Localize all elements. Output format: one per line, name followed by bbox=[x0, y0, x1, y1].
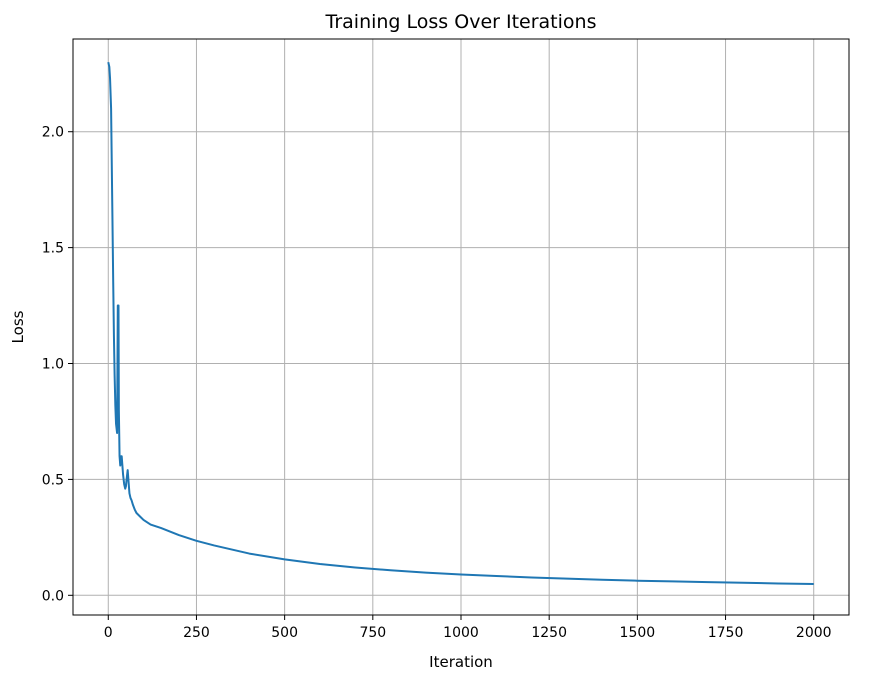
x-tick-label: 250 bbox=[183, 625, 210, 641]
series-layer bbox=[107, 61, 814, 585]
y-tick-label: 0.0 bbox=[42, 588, 64, 604]
x-axis-label: Iteration bbox=[429, 653, 493, 671]
loss-series-line bbox=[107, 61, 814, 585]
x-tick-label: 500 bbox=[271, 625, 298, 641]
y-axis-label: Loss bbox=[9, 310, 27, 343]
x-tick-label: 1250 bbox=[531, 625, 567, 641]
x-tick-label: 1750 bbox=[708, 625, 744, 641]
y-tick-label: 1.5 bbox=[42, 241, 64, 257]
x-tick-label: 2000 bbox=[796, 625, 832, 641]
gridlines bbox=[73, 39, 849, 615]
x-axis-ticks: 0 250 500 750 1000 1250 1500 1750 2000 bbox=[104, 615, 832, 641]
chart-title: Training Loss Over Iterations bbox=[325, 11, 597, 33]
y-axis-ticks: 0.0 0.5 1.0 1.5 2.0 bbox=[42, 125, 73, 604]
y-tick-label: 0.5 bbox=[42, 472, 64, 488]
x-tick-label: 0 bbox=[104, 625, 113, 641]
y-tick-label: 2.0 bbox=[42, 125, 64, 141]
x-tick-label: 750 bbox=[359, 625, 386, 641]
y-tick-label: 1.0 bbox=[42, 357, 64, 373]
x-tick-label: 1500 bbox=[620, 625, 656, 641]
x-tick-label: 1000 bbox=[443, 625, 479, 641]
